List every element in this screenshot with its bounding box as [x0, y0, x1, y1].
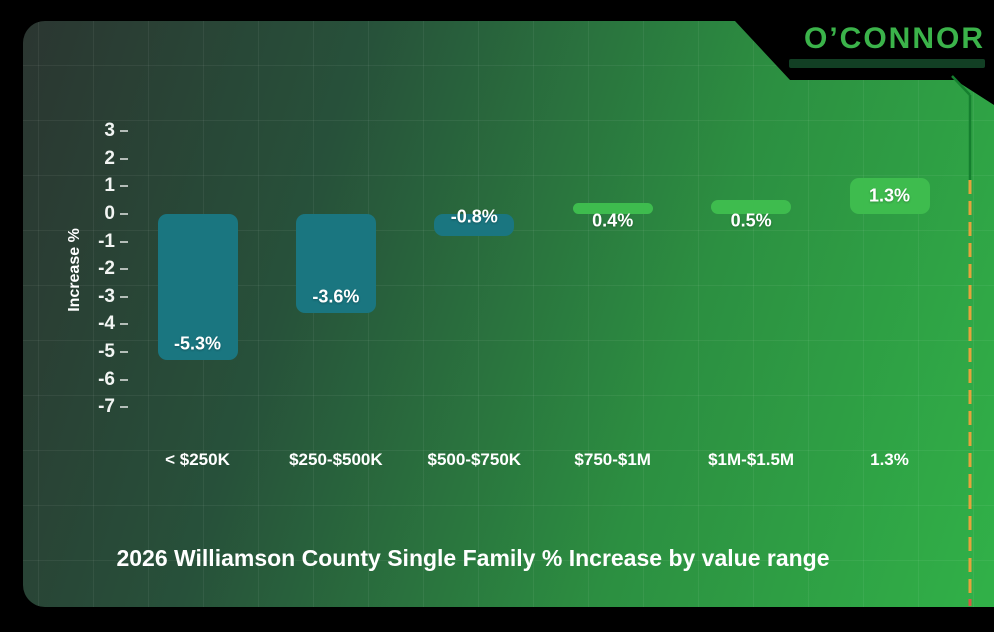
bar-value-label: 1.3%: [868, 185, 911, 206]
y-tick-label: -1: [98, 230, 115, 252]
bar-$250-$500K: [295, 214, 376, 314]
y-tick-label: 1: [104, 175, 115, 197]
logo-text: O’CONNOR: [804, 22, 985, 55]
y-tick-mark: [120, 130, 128, 133]
y-tick-label: -6: [98, 368, 115, 390]
y-tick-label: -4: [98, 313, 115, 335]
y-tick-mark: [120, 295, 128, 298]
y-tick-label: 0: [104, 203, 115, 224]
x-category-label: 1.3%: [870, 450, 909, 469]
bar-$500-$750K: [434, 214, 515, 237]
x-category-label: $1M-$1.5M: [708, 450, 795, 469]
y-tick-mark: [120, 406, 128, 409]
y-tick-label: -7: [98, 396, 115, 418]
y-tick-mark: [120, 240, 128, 243]
bar-1.3%: [849, 178, 930, 214]
bar-< $250K: [157, 214, 238, 361]
y-tick-mark: [120, 351, 128, 353]
x-category-label: $500-$750K: [427, 450, 522, 469]
x-category-label: $750-$1M: [574, 450, 651, 469]
y-tick-mark: [120, 185, 128, 188]
y-tick-label: 3: [104, 120, 115, 142]
logo-tagline-bar: [789, 59, 985, 68]
chart-panel: Increase % 3 2 1 0 -1 -2 -3 -4 -5 -6 -7 -5.3% -3.6%…: [23, 21, 994, 607]
bar-$750-$1M: [572, 202, 653, 214]
y-tick-label: -3: [98, 285, 115, 307]
bar-$1M-$1.5M: [711, 200, 792, 214]
y-tick-label: -2: [98, 258, 115, 280]
bar-value-label: -5.3%: [173, 333, 222, 354]
chart-title: 2026 Williamson County Single Family % I…: [116, 545, 830, 571]
y-tick-mark: [120, 378, 128, 381]
y-tick-label: 2: [104, 147, 115, 169]
x-category-label: $250-$500K: [289, 450, 383, 469]
y-tick-mark: [120, 157, 128, 160]
bar-value-label: 0.5%: [730, 210, 772, 231]
y-tick-mark: [120, 268, 128, 271]
bar-value-label: -0.8%: [450, 206, 498, 227]
bar-value-label: 0.4%: [592, 210, 634, 231]
y-tick-mark: [120, 323, 128, 326]
y-tick-label: -5: [98, 341, 115, 362]
x-category-label: < $250K: [165, 450, 230, 469]
y-tick-mark: [120, 213, 128, 215]
bar-value-label: -3.6%: [312, 286, 360, 307]
